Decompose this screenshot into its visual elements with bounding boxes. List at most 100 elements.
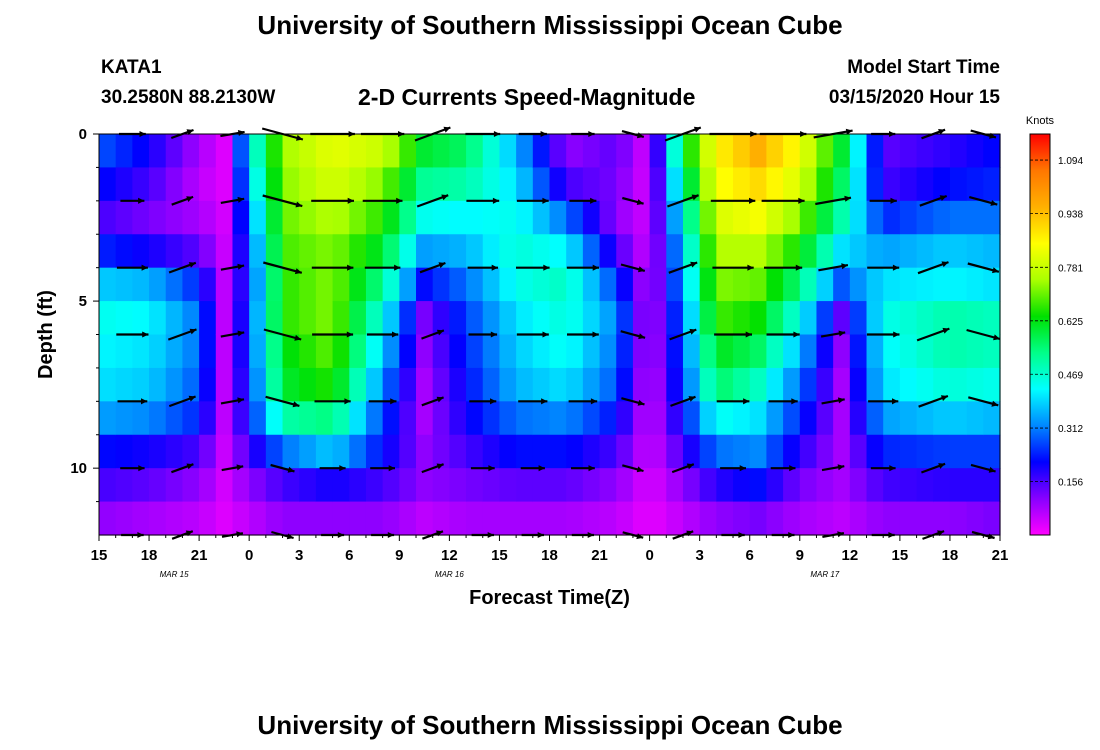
- heatmap-cell: [749, 267, 768, 302]
- heatmap-cell: [416, 167, 434, 202]
- heatmap-cell: [616, 134, 634, 169]
- current-arrow: [314, 398, 351, 405]
- heatmap-cell: [449, 401, 467, 436]
- heatmap-cell: [616, 234, 634, 269]
- colorbar-tick-label: 0.625: [1058, 317, 1083, 328]
- heatmap-cell: [149, 134, 167, 169]
- heatmap-cell: [933, 401, 951, 436]
- heatmap-cell: [883, 501, 901, 536]
- heatmap-cell: [449, 167, 467, 202]
- current-arrow: [768, 398, 798, 405]
- heatmap-cell: [666, 501, 684, 536]
- heatmap-cell: [983, 401, 1001, 436]
- heatmap-cell: [349, 434, 367, 469]
- heatmap-cell: [349, 301, 367, 336]
- heatmap-cell: [549, 234, 567, 269]
- heatmap-cell: [766, 434, 784, 469]
- current-arrow: [421, 329, 445, 340]
- heatmap-cell: [382, 167, 400, 202]
- heatmap-cell: [466, 200, 484, 235]
- heatmap-cell: [566, 434, 584, 469]
- heatmap-cell: [799, 501, 818, 536]
- heatmap-cell: [816, 200, 834, 235]
- heatmap-cell: [616, 501, 634, 536]
- heatmap-cell: [783, 134, 801, 169]
- heatmap-cell: [899, 267, 918, 302]
- heatmap-cell: [282, 200, 300, 235]
- heatmap-cell: [132, 267, 150, 302]
- heatmap-cell: [799, 301, 818, 336]
- heatmap-cell: [182, 367, 200, 402]
- heatmap-cell: [299, 401, 317, 436]
- heatmap-cell: [632, 367, 651, 402]
- heatmap-cell: [99, 434, 117, 469]
- heatmap-cell: [232, 267, 250, 302]
- heatmap-cell: [716, 468, 734, 503]
- heatmap-cell: [549, 334, 567, 369]
- heatmap-cell: [516, 267, 534, 302]
- heatmap-cell: [949, 501, 968, 536]
- heatmap-cell: [582, 167, 601, 202]
- heatmap-cell: [666, 167, 684, 202]
- heatmap-cell: [516, 367, 534, 402]
- heatmap-cell: [132, 334, 150, 369]
- heatmap-cell: [799, 367, 818, 402]
- heatmap-cell: [199, 301, 217, 336]
- current-arrow: [469, 398, 497, 405]
- current-arrow: [311, 264, 354, 271]
- heatmap-cell: [215, 334, 234, 369]
- current-arrow: [520, 465, 545, 472]
- heatmap-cell: [365, 134, 384, 169]
- y-axis-label: Depth (ft): [35, 290, 57, 379]
- heatmap-cell: [399, 468, 417, 503]
- heatmap-cells: [99, 134, 1001, 536]
- heatmap-cell: [399, 501, 417, 536]
- heatmap-cell: [549, 267, 567, 302]
- heatmap-cell: [816, 267, 834, 302]
- heatmap-cell: [215, 468, 234, 503]
- x-tick-label: 15: [91, 547, 108, 564]
- current-arrow: [712, 264, 754, 271]
- heatmap-cell: [733, 434, 751, 469]
- heatmap-cell: [416, 234, 434, 269]
- heatmap-cell: [449, 367, 467, 402]
- x-tick-label: 6: [345, 547, 353, 564]
- heatmap-cell: [299, 367, 317, 402]
- current-arrow: [168, 395, 196, 408]
- heatmap-cell: [349, 401, 367, 436]
- heatmap-cell: [582, 301, 601, 336]
- heatmap-cell: [899, 234, 918, 269]
- heatmap-cell: [783, 434, 801, 469]
- heatmap-cell: [566, 267, 584, 302]
- heatmap-cell: [349, 367, 367, 402]
- heatmap-cell: [466, 401, 484, 436]
- heatmap-cell: [432, 134, 450, 169]
- heatmap-cell: [883, 267, 901, 302]
- heatmap-cell: [232, 301, 250, 336]
- heatmap-cell: [382, 501, 400, 536]
- heatmap-cell: [599, 200, 617, 235]
- heatmap-cell: [332, 334, 350, 369]
- heatmap-cell: [232, 134, 250, 169]
- heatmap-cell: [566, 134, 584, 169]
- heatmap-cell: [699, 334, 717, 369]
- heatmap-cell: [499, 134, 517, 169]
- heatmap-cell: [449, 468, 467, 503]
- heatmap-cell: [666, 234, 684, 269]
- heatmap-cell: [582, 401, 601, 436]
- heatmap-cell: [299, 267, 317, 302]
- heatmap-cell: [949, 267, 968, 302]
- heatmap-cell: [833, 267, 851, 302]
- heatmap-cell: [416, 334, 434, 369]
- heatmap-cell: [682, 301, 701, 336]
- current-arrow: [468, 331, 498, 338]
- heatmap-cell: [99, 267, 117, 302]
- heatmap-cell: [299, 434, 317, 469]
- heatmap-cell: [866, 134, 884, 169]
- heatmap-cell: [599, 267, 617, 302]
- x-tick-label: 9: [796, 547, 804, 564]
- heatmap-cell: [799, 267, 818, 302]
- x-tick-label: 18: [541, 547, 558, 564]
- heatmap-cell: [365, 334, 384, 369]
- heatmap-cell: [916, 234, 934, 269]
